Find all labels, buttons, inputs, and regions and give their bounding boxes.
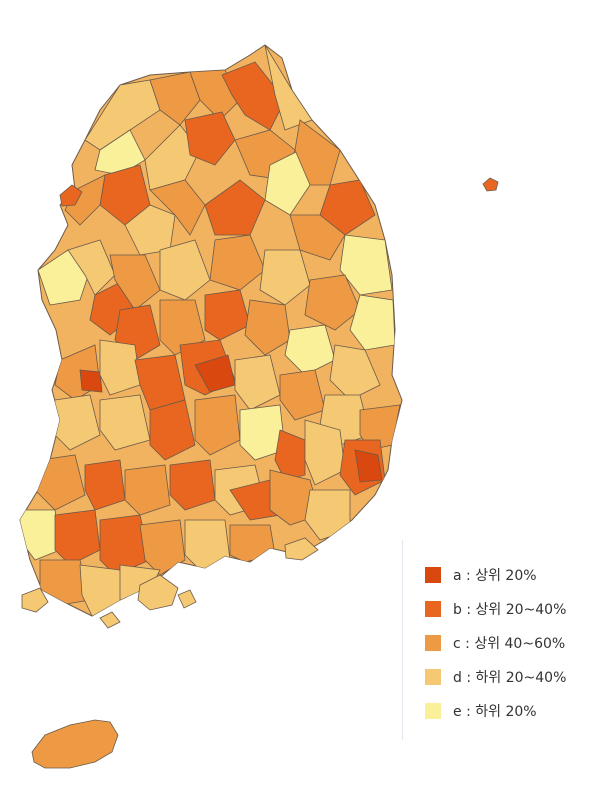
district [64,174,106,226]
ulleung-island [482,177,499,192]
district [184,111,236,166]
district [259,249,311,306]
district [79,369,103,393]
district [169,459,216,511]
ganghwa-island [59,184,83,207]
south-island-4 [177,589,197,609]
district [99,339,141,396]
district [279,369,326,421]
district [204,289,251,341]
district [144,124,201,191]
south-island-3 [284,537,319,561]
district [294,119,341,186]
district [289,214,346,261]
district [234,354,281,411]
legend-item-b: b : 상위 20~40% [425,600,566,618]
district [319,179,376,236]
district [339,234,393,296]
legend-label-d: d : 하위 20~40% [453,670,567,686]
district [124,204,176,256]
district [159,239,211,301]
district [349,294,396,351]
legend-swatch-e [425,703,441,719]
district [149,71,201,126]
district [39,559,91,606]
district [99,394,151,451]
district [84,459,126,511]
districts [20,45,401,616]
district [329,344,381,401]
legend-item-c: c : 상위 40~60% [425,634,565,652]
legend-item-d: d : 하위 20~40% [425,668,566,686]
legend-item-a: a : 상위 20% [425,566,537,584]
legend-swatch-d [425,669,441,685]
legend-label-c: c : 상위 40~60% [453,636,566,652]
legend-label-a: a : 상위 20% [453,568,537,584]
district [149,399,196,461]
legend-swatch-a [425,567,441,583]
district [284,324,336,376]
district [124,464,171,516]
district [204,179,266,236]
district [67,239,116,296]
district [304,419,346,486]
legend-item-e: e : 하위 20% [425,702,537,720]
mainland [19,44,403,617]
district [354,449,383,483]
district [54,509,101,566]
district [229,524,276,563]
district [244,299,291,356]
district [149,179,206,236]
south-island-1 [21,587,49,613]
district [209,234,266,291]
islands [21,177,499,769]
legend-swatch-c [425,635,441,651]
district [304,274,361,331]
district [194,394,241,456]
legend-label-e: e : 하위 20% [453,704,537,720]
district [239,404,286,461]
map-legend: a : 상위 20% b : 상위 20~40% c : 상위 40~60% d… [402,540,593,740]
legend-swatch-b [425,601,441,617]
district [20,509,61,561]
district [109,254,161,311]
south-island-5 [99,611,121,629]
district [264,149,311,216]
district [264,45,313,131]
jeju-island [31,719,119,769]
legend-label-b: b : 상위 20~40% [453,602,567,618]
south-island-2 [137,574,179,611]
